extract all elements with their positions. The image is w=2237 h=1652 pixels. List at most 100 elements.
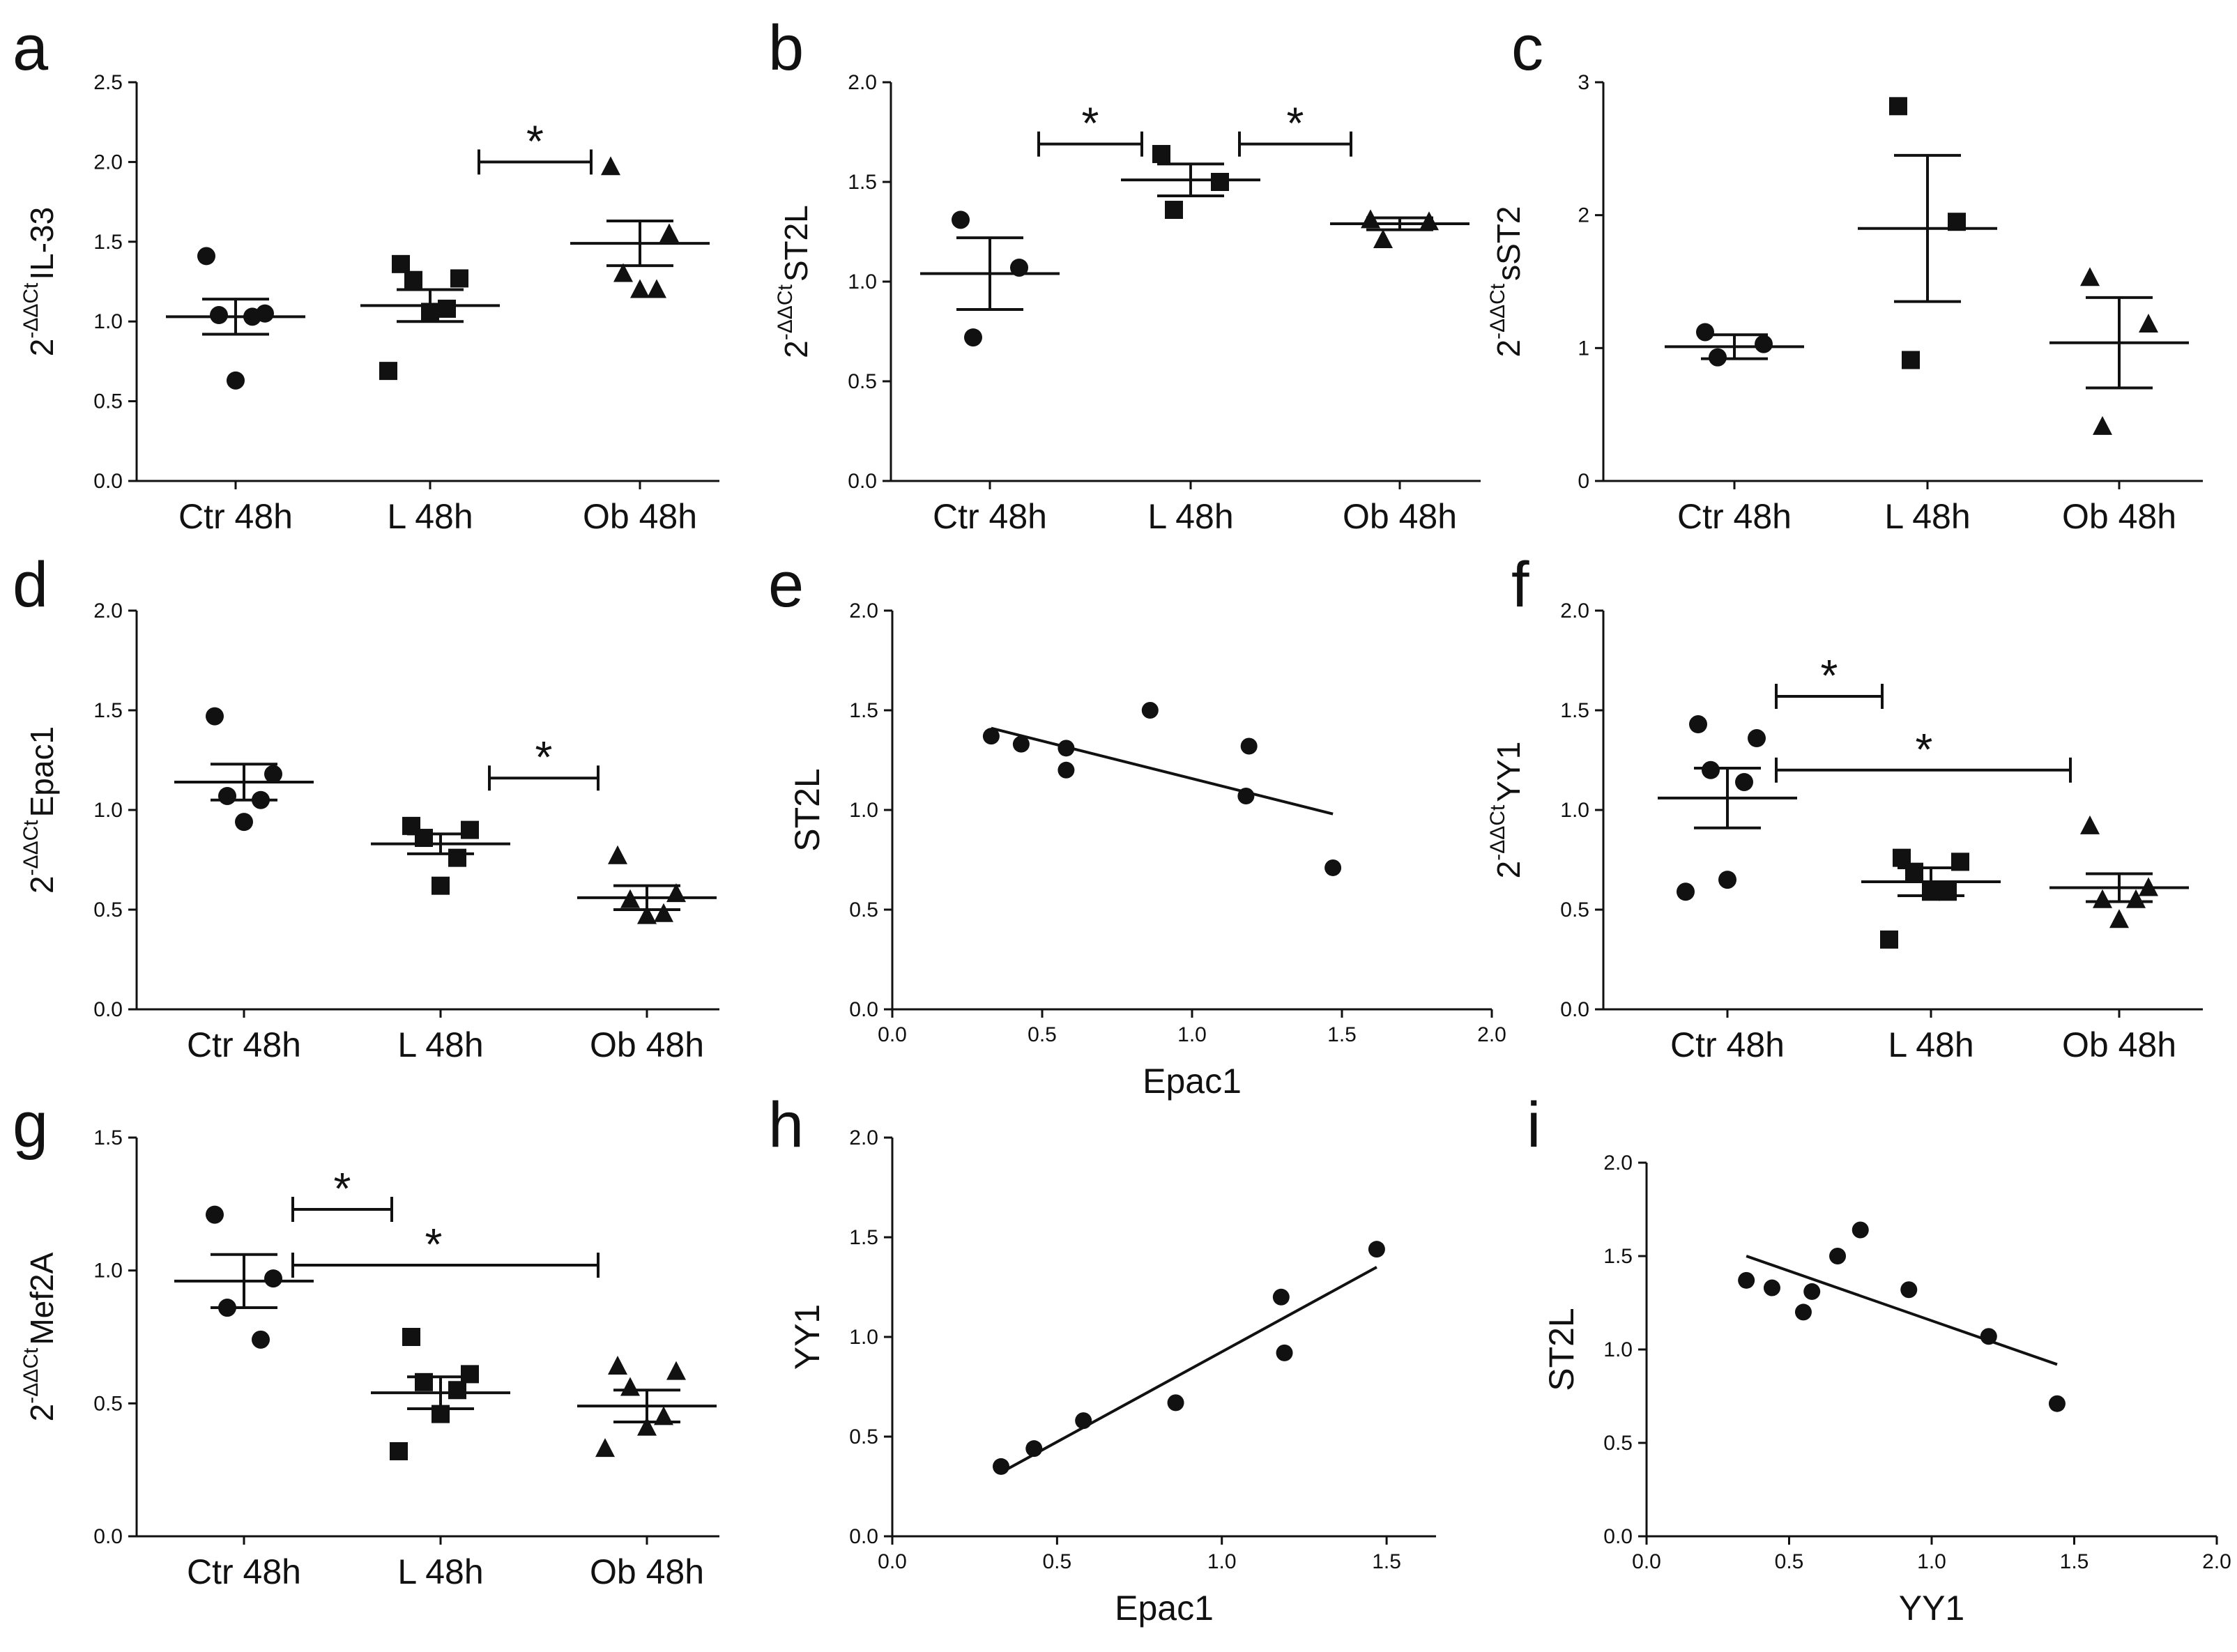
panel-g: g 0.0 0.5 1.0 1.5 2-ΔΔCtMef2A Ctr 48h L 48h Ob 4…	[13, 1089, 719, 1591]
x-category-label: Ctr 48h	[933, 497, 1047, 536]
y-tick-label: 2.0	[1560, 599, 1589, 622]
y-label-gene: IL-33	[24, 207, 60, 280]
y-tick-label: 1.0	[93, 310, 123, 333]
y-tick-label: 1.0	[849, 799, 878, 822]
data-point	[206, 1205, 224, 1224]
data-point	[264, 765, 282, 783]
x-category-label: L 48h	[1147, 497, 1233, 536]
y-axis-label: ST2L	[788, 768, 827, 852]
y-tick-label: 0.0	[1560, 998, 1589, 1021]
y-tick-label: 0.0	[849, 1525, 878, 1548]
x-tick-label: 1.0	[1207, 1550, 1237, 1573]
data-point	[601, 156, 620, 176]
y-label-superscript: -ΔΔCt	[1486, 283, 1509, 339]
x-category-label: L 48h	[387, 497, 473, 536]
data-point	[264, 1269, 282, 1288]
y-label-gene: sST2	[1490, 206, 1527, 280]
data-point	[1755, 335, 1773, 353]
data-point	[1167, 1394, 1184, 1412]
y-label-base: 2	[1490, 339, 1527, 358]
y-tick-label: 1.0	[1603, 1338, 1633, 1361]
data-point	[1368, 1241, 1385, 1258]
significance-star: *	[334, 1163, 351, 1214]
data-point	[630, 279, 650, 298]
panel-letter: c	[1511, 13, 1543, 84]
data-point	[1324, 859, 1342, 876]
y-tick-label: 3	[1578, 71, 1589, 94]
data-point	[1677, 882, 1695, 901]
y-label-gene: YY1	[1490, 742, 1527, 802]
x-tick-label: 0.5	[1775, 1550, 1804, 1573]
data-point	[2080, 267, 2100, 286]
y-label-base: 2	[24, 1404, 60, 1422]
x-category-label: Ob 48h	[590, 1025, 704, 1064]
x-tick-label: 2.0	[1477, 1023, 1506, 1046]
x-category-label: L 48h	[1888, 1025, 1973, 1064]
data-point	[1794, 1303, 1812, 1321]
y-tick-label: 2.0	[93, 151, 123, 174]
data-point	[1141, 702, 1159, 719]
y-tick-label: 1.0	[849, 1326, 878, 1349]
y-label-superscript: -ΔΔCt	[1486, 804, 1509, 861]
data-point	[595, 1438, 615, 1458]
y-label-gene: Mef2A	[24, 1252, 60, 1345]
data-point	[659, 223, 679, 243]
x-axis-label: YY1	[1899, 1589, 1965, 1628]
x-category-label: Ob 48h	[583, 497, 697, 536]
significance-star: *	[1916, 724, 1933, 774]
data-point	[1272, 1288, 1290, 1306]
panel-letter: h	[768, 1089, 804, 1161]
x-tick-label: 0.5	[1028, 1023, 1057, 1046]
x-category-label: Ctr 48h	[178, 497, 293, 536]
data-point	[404, 270, 422, 289]
panel-a: a 0.0 0.5 1.0 1.5 2.0 2.5 2-ΔΔCtIL-33 Ctr 48h L 4…	[13, 13, 719, 536]
x-category-label: L 48h	[397, 1552, 483, 1591]
x-category-label: Ob 48h	[2062, 497, 2176, 536]
data-point	[1939, 882, 1957, 901]
data-point	[402, 1328, 420, 1346]
y-tick-label: 0.0	[93, 998, 123, 1021]
panel-letter: f	[1511, 549, 1529, 620]
y-tick-label: 2.0	[848, 71, 877, 94]
data-point	[1748, 729, 1766, 748]
data-point	[1012, 735, 1030, 753]
data-point	[1738, 1271, 1755, 1289]
data-point	[1152, 144, 1170, 163]
data-point	[654, 1406, 673, 1425]
data-point	[2109, 909, 2129, 928]
data-point	[1276, 1344, 1293, 1361]
data-point	[227, 371, 245, 390]
y-label-base: 2	[778, 340, 814, 358]
y-tick-label: 0.5	[93, 390, 123, 413]
data-point	[2126, 889, 2146, 908]
x-category-label: Ctr 48h	[1677, 497, 1792, 536]
x-tick-label: 0.0	[1632, 1550, 1661, 1573]
y-tick-label: 1.0	[93, 799, 123, 822]
panel-letter: g	[13, 1089, 48, 1161]
x-category-label: Ob 48h	[2062, 1025, 2176, 1064]
y-axis-label: YY1	[788, 1304, 827, 1370]
data-point	[2093, 415, 2112, 435]
y-tick-label: 1.5	[849, 1226, 878, 1249]
x-tick-label: 0.5	[1043, 1550, 1072, 1573]
x-tick-label: 0.0	[878, 1023, 907, 1046]
data-point	[390, 1441, 408, 1460]
x-axis-label: Epac1	[1115, 1589, 1214, 1628]
x-category-label: Ctr 48h	[187, 1025, 301, 1064]
panel-letter: e	[768, 549, 804, 620]
data-point	[952, 211, 970, 229]
y-label-superscript: -ΔΔCt	[20, 820, 43, 876]
y-tick-label: 0.5	[1603, 1432, 1633, 1455]
panel-e: e 0.0 0.5 1.0 1.5 2.0 0.0 0.5 1.0 1.5 2.0 Epac1 ST2L	[768, 549, 1506, 1101]
significance-star: *	[425, 1219, 443, 1269]
significance-star: *	[1821, 650, 1838, 701]
y-tick-label: 0	[1578, 470, 1589, 493]
y-tick-label: 0.0	[848, 470, 877, 493]
data-point	[210, 306, 228, 325]
panel-letter: d	[13, 549, 48, 620]
regression-line	[991, 726, 1334, 816]
data-point	[1240, 737, 1258, 755]
data-point	[448, 848, 466, 867]
data-point	[1718, 871, 1736, 889]
